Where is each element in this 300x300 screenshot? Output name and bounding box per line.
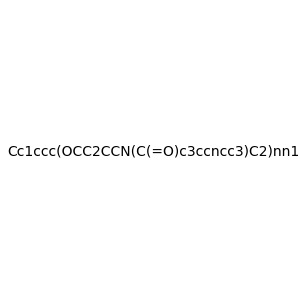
Text: Cc1ccc(OCC2CCN(C(=O)c3ccncc3)C2)nn1: Cc1ccc(OCC2CCN(C(=O)c3ccncc3)C2)nn1 — [8, 145, 300, 158]
